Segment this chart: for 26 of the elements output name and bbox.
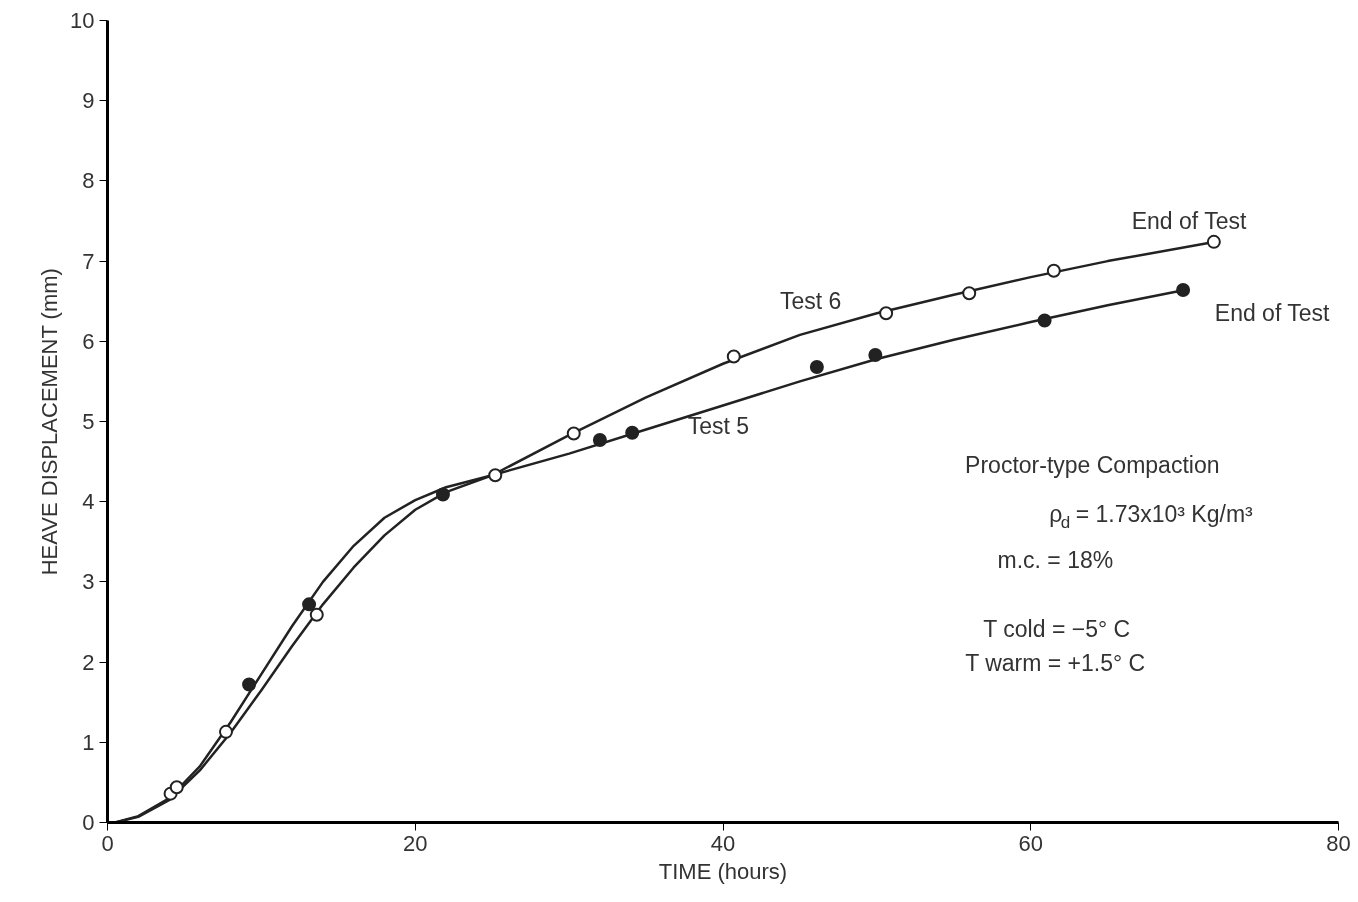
y-tick-label: 2 bbox=[82, 649, 95, 675]
x-tick-label: 80 bbox=[1326, 830, 1351, 856]
x-tick-label: 20 bbox=[403, 830, 428, 856]
series-label: Test 6 bbox=[780, 288, 842, 315]
series-label: Test 5 bbox=[687, 413, 750, 440]
y-tick-label: 10 bbox=[70, 8, 95, 33]
y-tick-label: 4 bbox=[82, 489, 95, 515]
annotation: End of Test bbox=[1214, 300, 1331, 327]
y-tick-label: 9 bbox=[82, 88, 95, 114]
annotation: T warm = +1.5° C bbox=[965, 649, 1146, 676]
y-axis-title: HEAVE DISPLACEMENT (mm) bbox=[37, 268, 63, 576]
x-tick-label: 60 bbox=[1018, 830, 1043, 856]
y-tick-label: 6 bbox=[82, 328, 95, 354]
annotation: m.c. = 18% bbox=[997, 547, 1114, 574]
y-tick-label: 1 bbox=[82, 729, 95, 755]
y-tick-label: 3 bbox=[82, 569, 95, 595]
x-axis-title: TIME (hours) bbox=[658, 858, 788, 884]
annotation: Proctor-type Compaction bbox=[965, 451, 1220, 478]
x-tick-label: 40 bbox=[710, 830, 736, 856]
annotation: End of Test bbox=[1131, 208, 1247, 234]
x-tick-label: 0 bbox=[101, 830, 114, 856]
y-tick-label: 8 bbox=[82, 168, 95, 194]
y-tick-label: 5 bbox=[82, 409, 95, 434]
y-tick-label: 7 bbox=[82, 248, 95, 274]
annotation: T cold = −5° C bbox=[983, 616, 1131, 643]
y-tick-label: 0 bbox=[82, 810, 95, 835]
